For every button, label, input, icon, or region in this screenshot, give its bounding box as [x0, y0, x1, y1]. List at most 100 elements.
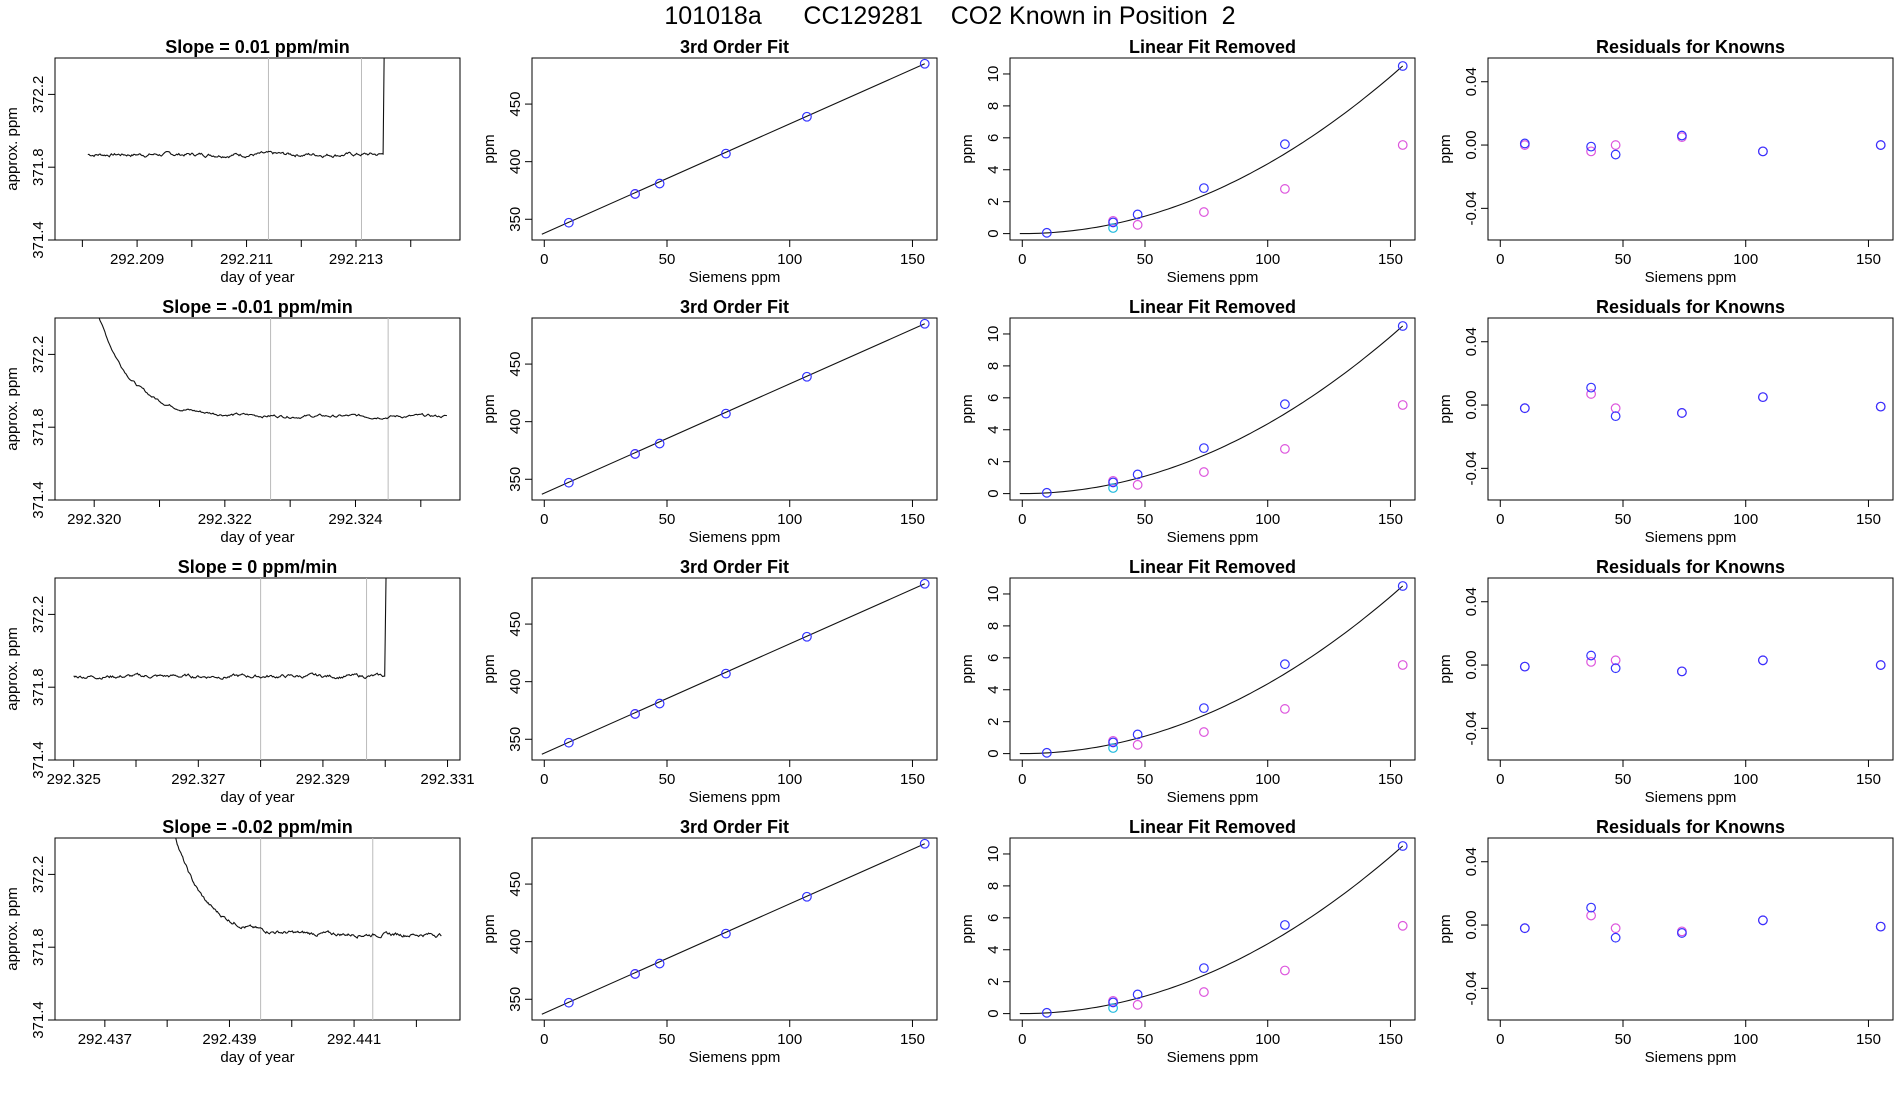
x-tick-label: 100 [1733, 771, 1758, 788]
x-tick-label: 292.331 [420, 771, 474, 788]
data-point-blue [1108, 737, 1118, 748]
x-tick-label: 50 [1615, 771, 1632, 788]
y-tick-label: 2 [985, 978, 1002, 986]
y-tick-label: 4 [985, 946, 1002, 954]
x-axis-label: Siemens ppm [1167, 789, 1259, 806]
data-point-blue [1758, 915, 1768, 926]
y-axis-label: ppm [959, 654, 976, 683]
data-point-magenta [1280, 444, 1290, 454]
data-point-blue [1875, 401, 1886, 412]
x-tick-label: 0 [540, 771, 548, 788]
data-point-blue [1280, 139, 1290, 150]
x-tick-label: 150 [1856, 771, 1881, 788]
data-point-blue [630, 969, 640, 979]
x-tick-label: 50 [1615, 511, 1632, 528]
y-tick-label: 0.00 [1463, 910, 1480, 939]
y-axis-label: ppm [1437, 134, 1454, 163]
x-axis-label: day of year [220, 529, 294, 546]
data-point-magenta [1397, 920, 1408, 931]
ppm-trace [73, 578, 387, 680]
y-tick-label: 371.8 [30, 408, 47, 446]
chart-title: Residuals for Knowns [1596, 37, 1785, 57]
data-point-blue [563, 217, 574, 228]
plot-frame [1487, 577, 1894, 761]
y-tick-label: 2 [985, 458, 1002, 466]
y-tick-label: 0.04 [1463, 67, 1480, 96]
plot-frame [1487, 317, 1894, 501]
fit-line [541, 323, 925, 495]
y-tick-label: 371.4 [30, 741, 47, 779]
data-point-blue [1519, 138, 1530, 149]
y-tick-label: 400 [507, 929, 524, 954]
data-point-magenta [1132, 479, 1143, 490]
x-tick-label: 0 [1496, 771, 1504, 788]
chart-panel-2-4: Residuals for Knowns 0 50 100 150 -0.04 0.00 0.… [1437, 297, 1894, 546]
y-tick-label: -0.04 [1463, 971, 1480, 1005]
data-point-magenta [1610, 403, 1621, 414]
x-tick-label: 50 [659, 771, 676, 788]
x-tick-label: 50 [1137, 1031, 1154, 1048]
data-point-blue [1041, 1007, 1052, 1018]
y-tick-label: 450 [507, 612, 524, 637]
y-axis-label: ppm [959, 394, 976, 423]
data-point-magenta [1397, 400, 1408, 410]
y-tick-label: 10 [985, 326, 1002, 343]
x-axis-label: Siemens ppm [689, 529, 781, 546]
data-point-blue [563, 477, 574, 488]
data-point-magenta [1199, 727, 1209, 737]
data-point-blue [1132, 209, 1143, 220]
data-point-magenta [1280, 965, 1290, 976]
x-tick-label: 292.329 [296, 771, 350, 788]
chart-title: Residuals for Knowns [1596, 297, 1785, 317]
plot-frame [1487, 57, 1894, 241]
data-point-blue [1677, 666, 1687, 677]
y-tick-label: 0.00 [1463, 130, 1480, 159]
chart-panel-4-3: Linear Fit Removed 0 50 100 150 0 2 4 6 8 10 Siemen… [959, 817, 1416, 1066]
data-point-blue [919, 578, 930, 589]
y-tick-label: 0 [985, 749, 1002, 757]
x-tick-label: 0 [1496, 251, 1504, 268]
x-tick-label: 0 [540, 251, 548, 268]
y-tick-label: 371.4 [30, 481, 47, 519]
y-tick-label: 372.2 [30, 596, 47, 634]
data-point-blue [1758, 146, 1768, 157]
chart-panel-1-2: 3rd Order Fit 0 50 100 150 350 400 450 Siemens p… [481, 37, 938, 286]
y-tick-label: 4 [985, 166, 1002, 174]
data-point-blue [1280, 659, 1290, 670]
y-tick-label: 8 [985, 882, 1002, 890]
x-axis-label: Siemens ppm [1167, 1049, 1259, 1066]
data-point-blue [1586, 141, 1596, 152]
data-point-magenta [1132, 219, 1143, 230]
data-point-blue [1586, 382, 1596, 393]
data-point-blue [1586, 902, 1596, 913]
data-point-blue [1041, 227, 1052, 238]
chart-panel-3-3: Linear Fit Removed 0 50 100 150 0 2 4 6 8 10 Siemen… [959, 557, 1416, 806]
plot-area [541, 318, 930, 495]
plot-area [87, 58, 385, 240]
x-tick-label: 150 [1856, 251, 1881, 268]
x-tick-label: 292.322 [198, 511, 252, 528]
y-tick-label: 450 [507, 92, 524, 117]
x-axis-label: Siemens ppm [1167, 269, 1259, 286]
x-tick-label: 150 [1378, 771, 1403, 788]
x-tick-label: 50 [659, 511, 676, 528]
x-tick-label: 292.327 [171, 771, 225, 788]
chart-panel-2-1: Slope = -0.01 ppm/min 292.320 292.322 292.3… [4, 297, 461, 546]
plot-area [541, 578, 930, 755]
y-axis-label: ppm [1437, 914, 1454, 943]
y-tick-label: 0.04 [1463, 327, 1480, 356]
y-tick-label: 8 [985, 362, 1002, 370]
data-point-blue [1199, 183, 1209, 194]
y-axis-label: ppm [1437, 654, 1454, 683]
x-tick-label: 292.324 [328, 511, 382, 528]
data-point-cyan [1108, 483, 1118, 493]
chart-title: Residuals for Knowns [1596, 817, 1785, 837]
x-tick-label: 50 [659, 1031, 676, 1048]
data-point-blue [1199, 703, 1209, 714]
data-point-blue [1677, 130, 1687, 141]
data-point-blue [721, 928, 731, 939]
chart-title: Linear Fit Removed [1129, 817, 1296, 837]
ppm-trace [98, 318, 447, 420]
data-point-blue [1132, 989, 1143, 1000]
x-tick-label: 100 [1733, 251, 1758, 268]
